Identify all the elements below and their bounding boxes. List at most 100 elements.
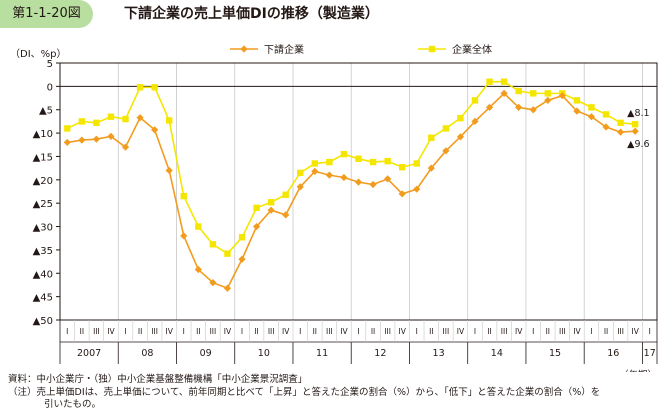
data-point-zentai bbox=[631, 121, 639, 128]
data-point-shitauke bbox=[515, 103, 523, 111]
data-point-shitauke bbox=[384, 175, 392, 183]
data-point-shitauke bbox=[413, 185, 421, 193]
quarter-label: II bbox=[429, 327, 433, 336]
data-point-zentai bbox=[413, 160, 420, 167]
data-point-zentai bbox=[311, 160, 319, 167]
data-point-zentai bbox=[195, 223, 202, 230]
legend-marker bbox=[240, 45, 248, 53]
y-tick-label: ▲15 bbox=[33, 152, 53, 163]
data-point-shitauke bbox=[92, 135, 101, 143]
data-point-zentai bbox=[457, 114, 464, 122]
data-point-zentai bbox=[384, 157, 391, 165]
data-point-shitauke bbox=[369, 180, 377, 189]
quarter-label: I bbox=[183, 327, 185, 336]
quarter-label: II bbox=[604, 327, 608, 336]
year-label: 11 bbox=[316, 348, 328, 359]
y-tick-label: ▲5 bbox=[39, 106, 53, 117]
data-point-shitauke bbox=[136, 114, 144, 122]
quarter-label: IV bbox=[399, 327, 407, 336]
y-tick-label: ▲45 bbox=[33, 293, 53, 304]
quarter-label: II bbox=[371, 327, 375, 336]
data-point-shitauke bbox=[223, 284, 232, 292]
quarter-label: I bbox=[299, 327, 301, 336]
end-label-zentai: ▲8.1 bbox=[627, 108, 649, 119]
data-point-shitauke bbox=[544, 96, 552, 104]
data-point-zentai bbox=[209, 241, 217, 248]
quarter-label: IV bbox=[166, 327, 174, 336]
year-label: 17 bbox=[644, 348, 656, 359]
year-label: 08 bbox=[141, 348, 153, 359]
y-axis-unit-label: （DI、%p） bbox=[10, 49, 67, 60]
data-point-shitauke bbox=[427, 164, 435, 172]
year-label: 10 bbox=[258, 348, 270, 359]
year-label: 16 bbox=[607, 348, 619, 359]
data-point-shitauke bbox=[325, 171, 333, 179]
quarter-label: I bbox=[474, 327, 476, 336]
data-point-zentai bbox=[486, 78, 493, 85]
data-point-zentai bbox=[515, 87, 522, 95]
data-point-zentai bbox=[428, 134, 435, 141]
x-axis-label: （年期） bbox=[619, 369, 657, 372]
data-point-shitauke bbox=[78, 136, 86, 144]
data-point-shitauke bbox=[194, 265, 202, 274]
quarter-label: III bbox=[151, 327, 158, 336]
data-point-shitauke bbox=[151, 126, 159, 134]
data-point-shitauke bbox=[121, 143, 130, 151]
quarter-label: IV bbox=[573, 327, 581, 336]
quarter-label: IV bbox=[224, 327, 232, 336]
data-point-zentai bbox=[530, 90, 537, 97]
data-point-zentai bbox=[355, 155, 362, 162]
quarter-label: III bbox=[501, 327, 508, 336]
legend-label-shitauke: 下請企業 bbox=[264, 43, 304, 56]
data-point-shitauke bbox=[282, 211, 290, 219]
data-point-shitauke bbox=[616, 128, 625, 136]
y-tick-label: 0 bbox=[47, 82, 53, 93]
y-tick-label: ▲25 bbox=[33, 199, 53, 210]
quarter-label: III bbox=[559, 327, 566, 336]
data-point-zentai bbox=[544, 90, 551, 97]
data-point-zentai bbox=[500, 78, 508, 85]
y-tick-label: 5 bbox=[47, 59, 53, 70]
note-label: （注） bbox=[8, 386, 37, 398]
quarter-label: III bbox=[384, 327, 391, 336]
series-line-shitauke bbox=[67, 92, 636, 290]
quarter-label: III bbox=[443, 327, 450, 336]
data-point-shitauke bbox=[63, 138, 71, 147]
quarter-label: I bbox=[124, 327, 126, 336]
year-label: 15 bbox=[549, 348, 561, 359]
quarter-label: IV bbox=[631, 327, 639, 336]
data-point-shitauke bbox=[558, 92, 566, 100]
quarter-label: I bbox=[416, 327, 418, 336]
quarter-label: III bbox=[268, 327, 275, 336]
year-label: 14 bbox=[491, 348, 503, 359]
data-point-zentai bbox=[224, 250, 231, 257]
data-point-zentai bbox=[588, 104, 595, 111]
quarter-label: II bbox=[138, 327, 142, 336]
series-line-zentai bbox=[66, 80, 636, 255]
quarter-label: II bbox=[80, 327, 84, 336]
data-point-zentai bbox=[267, 199, 275, 206]
data-point-shitauke bbox=[180, 232, 188, 240]
data-point-shitauke bbox=[398, 190, 406, 198]
quarter-label: II bbox=[254, 327, 258, 336]
source-label: 資料： bbox=[8, 374, 37, 385]
figure-number-badge: 第1-1-20図 bbox=[0, 0, 93, 28]
data-point-shitauke bbox=[252, 222, 261, 231]
data-point-zentai bbox=[64, 125, 71, 132]
quarter-label: III bbox=[326, 327, 333, 336]
data-point-zentai bbox=[180, 192, 187, 200]
quarter-label: IV bbox=[107, 327, 115, 336]
quarter-label: I bbox=[66, 327, 68, 336]
quarter-label: II bbox=[196, 327, 200, 336]
legend-marker bbox=[428, 45, 436, 53]
line-chart: 50▲5▲10▲15▲20▲25▲30▲35▲40▲45▲50I II III IV I… bbox=[33, 43, 658, 372]
definition-note-continued: 引いたもの。 bbox=[44, 399, 102, 410]
data-point-zentai bbox=[326, 158, 333, 166]
quarter-label: IV bbox=[282, 327, 290, 336]
data-point-zentai bbox=[93, 119, 100, 127]
y-tick-label: ▲20 bbox=[33, 176, 53, 187]
quarter-label: I bbox=[590, 327, 592, 336]
quarter-label: II bbox=[487, 327, 491, 336]
data-point-zentai bbox=[340, 150, 348, 158]
quarter-label: III bbox=[93, 327, 100, 336]
